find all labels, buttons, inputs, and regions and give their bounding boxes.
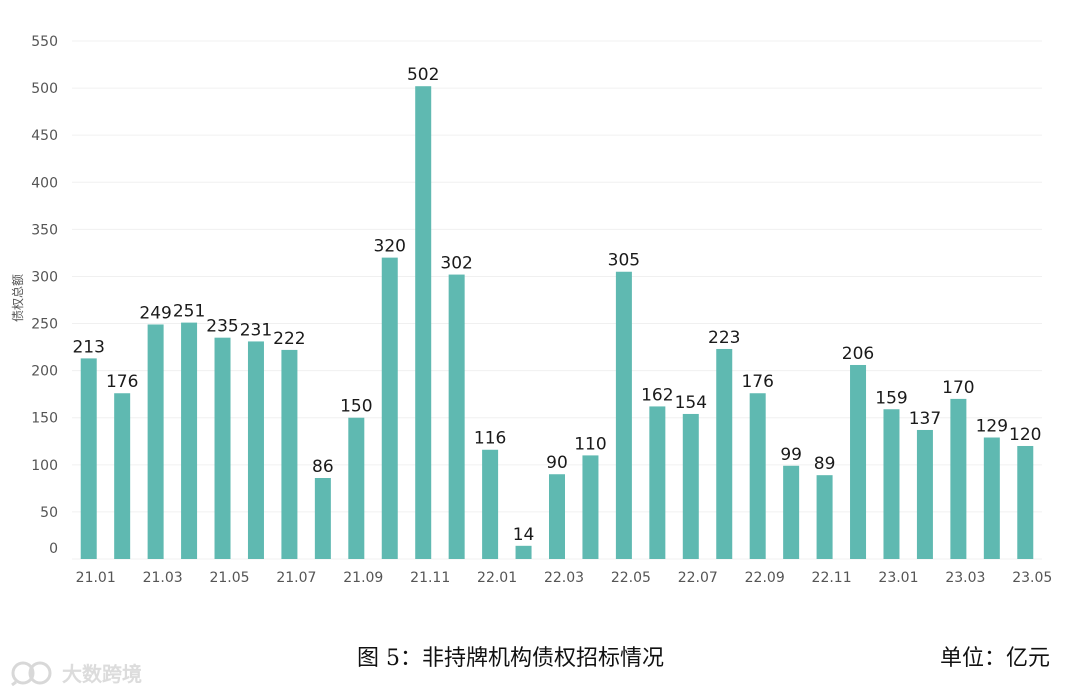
x-tick-label: 21.07: [276, 570, 316, 586]
data-label: 176: [741, 372, 773, 392]
y-tick-label: 250: [31, 317, 58, 333]
y-tick-label: 400: [31, 175, 58, 191]
x-tick-label: 22.01: [477, 570, 517, 586]
y-tick-label: 50: [40, 505, 58, 521]
bar-23.03: [950, 398, 967, 559]
y-tick-label: 150: [31, 411, 58, 427]
data-label: 110: [574, 434, 606, 454]
y-tick-label: 300: [31, 269, 58, 285]
bar-23.05: [1017, 445, 1034, 559]
x-tick-label: 22.11: [812, 570, 852, 586]
data-label: 90: [546, 453, 568, 473]
y-tick-label: 500: [31, 81, 58, 97]
x-tick-label: 21.09: [343, 570, 383, 586]
x-tick-label: 22.03: [544, 570, 584, 586]
y-tick-label: 550: [31, 34, 58, 50]
bar-22.08: [716, 348, 733, 559]
brand-logo-icon: [11, 661, 52, 686]
bar-22.09: [749, 393, 766, 559]
y-tick-label: 450: [31, 128, 58, 144]
bar-23.04: [983, 437, 1000, 559]
y-tick-label: 0: [49, 541, 58, 557]
data-label: 206: [842, 344, 874, 364]
data-label: 235: [206, 317, 238, 337]
watermark: 大数跨境: [10, 658, 142, 687]
bar-22.05: [615, 271, 632, 559]
bar-21.03: [147, 324, 164, 559]
x-tick-label: 23.01: [878, 570, 918, 586]
y-axis-ticks: 0 50 100 150 200 250 300 350 400 450 500 550: [31, 34, 58, 557]
unit-label: 单位：亿元: [939, 646, 1050, 671]
bar-21.09: [348, 417, 365, 559]
data-label: 302: [440, 254, 472, 274]
data-label: 170: [942, 378, 974, 398]
bar-21.05: [214, 337, 231, 559]
x-tick-label: 22.09: [745, 570, 785, 586]
bar-21.12: [448, 274, 465, 559]
data-label: 249: [139, 303, 171, 323]
data-label: 231: [240, 320, 272, 340]
data-label: 213: [72, 337, 104, 357]
bar-22.11: [816, 475, 833, 559]
data-label: 89: [814, 454, 836, 474]
data-label: 251: [173, 302, 205, 322]
gridlines: [72, 40, 1042, 560]
x-axis-ticks: 21.01 21.03 21.05 21.07 21.09 21.11 22.01 22.03…: [76, 570, 1053, 586]
data-label: 320: [374, 237, 406, 257]
bar-21.10: [381, 257, 398, 559]
data-label: 14: [513, 525, 535, 545]
bar-22.12: [850, 364, 867, 559]
x-tick-label: 21.03: [143, 570, 183, 586]
figure-caption: 图 5：非持牌机构债权招标情况: [357, 646, 664, 671]
data-label: 129: [976, 417, 1008, 437]
data-label: 86: [312, 457, 334, 477]
bar-23.02: [916, 429, 933, 559]
x-tick-label: 21.01: [76, 570, 116, 586]
x-tick-label: 23.05: [1012, 570, 1052, 586]
bar-21.11: [415, 86, 432, 559]
data-label: 176: [106, 372, 138, 392]
data-label: 305: [608, 251, 640, 271]
x-tick-label: 23.03: [945, 570, 985, 586]
bar-22.01: [482, 449, 499, 559]
data-label: 120: [1009, 425, 1041, 445]
bar-22.07: [682, 413, 699, 559]
data-label: 150: [340, 397, 372, 417]
data-label: 116: [474, 429, 506, 449]
bar-21.02: [114, 393, 131, 559]
bar-21.01: [80, 358, 97, 559]
x-tick-label: 22.05: [611, 570, 651, 586]
data-label: 154: [675, 393, 707, 413]
data-label: 162: [641, 385, 673, 405]
x-tick-label: 22.07: [678, 570, 718, 586]
bar-22.10: [783, 465, 800, 559]
y-tick-label: 100: [31, 458, 58, 474]
watermark-text: 大数跨境: [62, 662, 142, 686]
bar-22.02: [515, 545, 532, 559]
bar-22.04: [582, 455, 599, 559]
data-label: 502: [407, 65, 439, 85]
bar-22.03: [549, 474, 565, 559]
bar-21.07: [281, 349, 298, 559]
x-tick-label: 21.11: [410, 570, 450, 586]
x-tick-label: 21.05: [209, 570, 249, 586]
data-label: 99: [780, 445, 802, 465]
bars: [80, 86, 1034, 559]
data-label: 222: [273, 329, 305, 349]
y-tick-label: 200: [31, 364, 58, 380]
bar-21.06: [247, 341, 264, 559]
bar-23.01: [883, 409, 900, 559]
bar-22.06: [649, 406, 666, 559]
y-tick-label: 350: [31, 222, 58, 238]
data-label: 223: [708, 328, 740, 348]
bar-21.08: [314, 478, 331, 559]
data-label: 137: [909, 409, 941, 429]
y-axis-label: 债权总额: [11, 274, 25, 322]
bar-21.04: [181, 322, 198, 559]
data-label: 159: [875, 388, 907, 408]
